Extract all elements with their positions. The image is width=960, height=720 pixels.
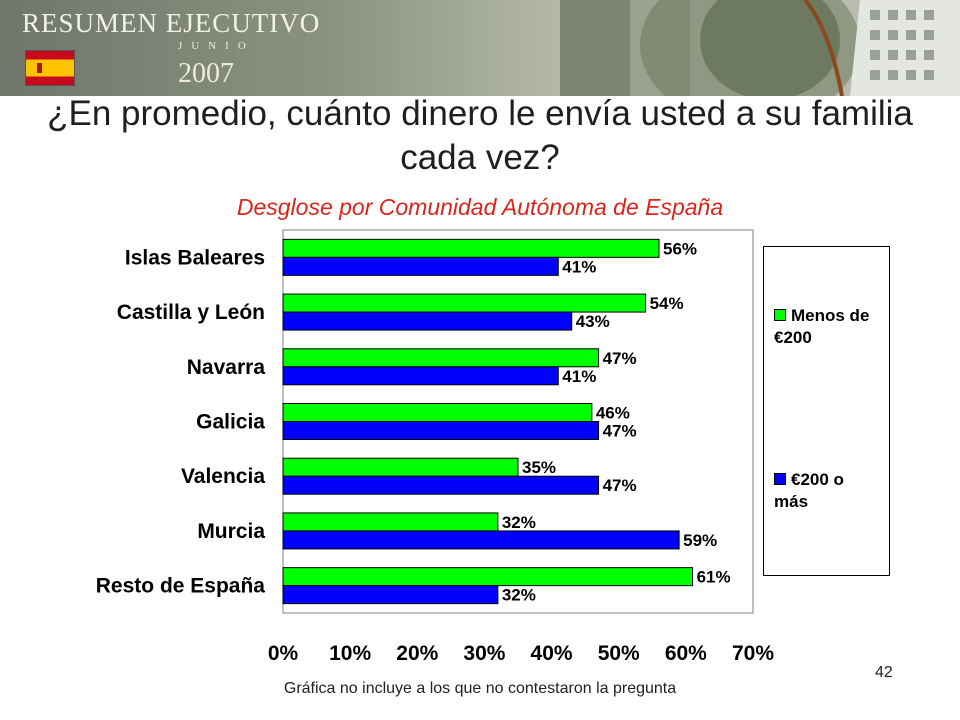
data-label: 43% [576, 312, 610, 331]
legend-label-line: Menos de [791, 306, 870, 325]
legend-label-line: más [774, 492, 809, 511]
bar [282, 457, 519, 477]
data-label: 47% [603, 476, 637, 495]
data-label: 41% [562, 257, 596, 276]
category-label: Castilla y León [117, 301, 265, 324]
x-tick-label: 60% [665, 642, 707, 665]
header-banner: RESUMEN EJECUTIVO JUNIO 2007 [0, 0, 960, 96]
x-tick-label: 50% [598, 642, 640, 665]
chart-legend: Menos de €200 €200 o más [763, 246, 890, 576]
brand-month: JUNIO [178, 40, 255, 52]
brand-title: RESUMEN EJECUTIVO [22, 8, 321, 38]
page-number: 42 [875, 664, 893, 681]
bar [282, 512, 499, 532]
data-label: 46% [596, 404, 630, 423]
data-label: 47% [603, 349, 637, 368]
legend-label-line: €200 [774, 328, 812, 347]
data-label: 41% [562, 367, 596, 386]
legend-item-menos-de-200: Menos de €200 [774, 305, 886, 349]
category-label: Navarra [187, 356, 266, 379]
bar [282, 238, 660, 258]
footnote: Gráfica no incluye a los que no contesta… [283, 680, 677, 697]
spain-flag-icon [25, 50, 75, 86]
bar [282, 366, 559, 386]
bar [282, 256, 559, 276]
bar [282, 403, 593, 422]
legend-swatch-green [774, 309, 786, 321]
data-label: 32% [502, 513, 536, 532]
category-label: Valencia [181, 465, 265, 488]
data-label: 61% [697, 568, 731, 587]
data-label: 32% [502, 586, 536, 605]
legend-item-200-o-mas: €200 o más [774, 469, 886, 513]
category-label: Resto de España [96, 575, 266, 598]
data-label: 54% [650, 294, 684, 313]
bar [282, 348, 600, 368]
x-tick-label: 20% [396, 642, 438, 665]
decorative-globe-image [560, 0, 960, 96]
bar [282, 585, 499, 605]
legend-swatch-blue [774, 473, 786, 485]
brand-year: 2007 [178, 58, 234, 89]
category-label: Islas Baleares [125, 246, 265, 269]
x-tick-label: 70% [732, 642, 774, 665]
x-tick-label: 30% [463, 642, 505, 665]
bar [282, 475, 600, 495]
x-tick-label: 0% [268, 642, 299, 665]
x-tick-label: 40% [531, 642, 573, 665]
bar [282, 567, 694, 587]
bar [282, 311, 573, 331]
data-label: 47% [603, 422, 637, 441]
data-label: 35% [522, 458, 556, 477]
x-tick-label: 10% [329, 642, 371, 665]
data-label: 56% [663, 239, 697, 258]
slide-subtitle: Desglose por Comunidad Autónoma de Españ… [236, 194, 724, 220]
legend-label-line: €200 o [791, 470, 844, 489]
bar [282, 293, 647, 313]
category-label: Murcia [197, 520, 265, 543]
bar [282, 530, 680, 550]
category-label: Galicia [196, 411, 265, 434]
data-label: 59% [683, 531, 717, 550]
slide-question-title: ¿En promedio, cuánto dinero le envía ust… [47, 94, 913, 177]
bar [282, 421, 600, 440]
bar-chart: 56% 41% Islas Baleares 54% 43% Castilla y Leó… [96, 229, 774, 665]
